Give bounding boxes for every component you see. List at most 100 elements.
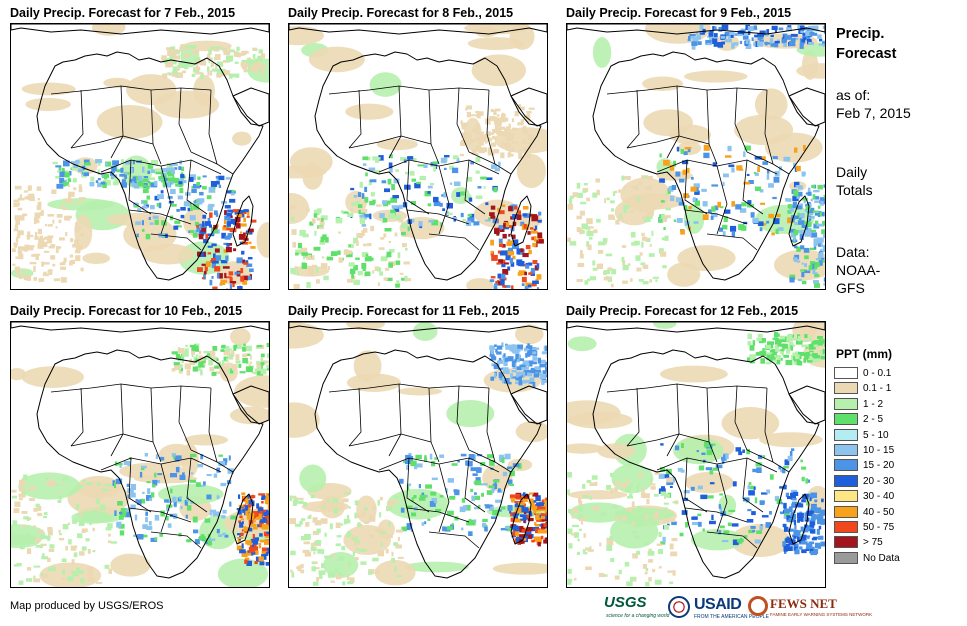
country-border (486, 387, 496, 463)
country-border (50, 383, 212, 393)
heading-line-2: Forecast (836, 46, 897, 62)
country-border (160, 463, 172, 533)
data-source: Data: NOAA- GFS (836, 243, 880, 297)
usgs-logo: USGS (604, 594, 647, 611)
legend-label: 40 - 50 (863, 506, 895, 518)
country-border (128, 457, 152, 513)
legend-label: No Data (863, 552, 900, 564)
legend-label: 2 - 5 (863, 414, 884, 426)
country-border (626, 433, 710, 447)
legend-swatch (834, 474, 858, 487)
legend-swatch (834, 443, 858, 456)
country-border (348, 135, 432, 149)
arabia-coastline (232, 87, 269, 127)
country-border (456, 385, 470, 451)
country-border (186, 457, 208, 513)
forecast-panel-feb-10: Daily Precip. Forecast for 10 Feb., 2015 (10, 302, 270, 592)
africa-map-svg (567, 322, 825, 587)
country-border (328, 383, 490, 393)
country-border (190, 449, 234, 473)
country-border (742, 159, 764, 215)
country-border (70, 433, 154, 447)
country-border (684, 457, 708, 513)
country-border (716, 463, 728, 533)
arabia-coastline (232, 385, 269, 425)
legend-item: No Data (834, 551, 964, 566)
country-border (734, 385, 748, 451)
country-border (70, 387, 84, 447)
as-of-date: as of: Feb 7, 2015 (836, 86, 911, 122)
legend-item: 0.1 - 1 (834, 381, 964, 396)
precip-map (288, 23, 548, 290)
madagascar-coastline (510, 493, 532, 545)
country-border (128, 507, 192, 523)
country-border (208, 387, 218, 463)
fewsnet-ring-icon (748, 596, 768, 616)
usaid-logo: USAID (694, 596, 742, 613)
fewsnet-tagline: FAMINE EARLY WARNING SYSTEMS NETWORK (770, 612, 873, 617)
legend-label: 10 - 15 (863, 444, 895, 456)
panel-title: Daily Precip. Forecast for 10 Feb., 2015 (10, 304, 243, 318)
precip-map (10, 23, 270, 290)
legend-item: 2 - 5 (834, 412, 964, 427)
africa-map-svg (11, 322, 269, 587)
madagascar-coastline (232, 195, 254, 247)
country-border (406, 159, 430, 215)
fewsnet-logo: FEWS NET (770, 596, 837, 611)
madagascar-coastline (788, 195, 810, 247)
forecast-panel-feb-7: Daily Precip. Forecast for 7 Feb., 2015 (10, 4, 270, 294)
legend: 0 - 0.1 0.1 - 1 1 - 2 2 - 5 5 - 10 10 - 15 15 … (834, 366, 964, 566)
panel-title: Daily Precip. Forecast for 9 Feb., 2015 (566, 6, 792, 20)
country-border (406, 457, 430, 513)
legend-swatch (834, 505, 858, 518)
arabia-coastline (510, 87, 547, 127)
country-border (706, 233, 758, 251)
country-border (150, 233, 202, 251)
legend-label: 30 - 40 (863, 491, 895, 503)
country-border (606, 383, 768, 393)
country-border (190, 151, 234, 175)
precip-map (566, 321, 826, 588)
legend-swatch (834, 397, 858, 410)
legend-item: 30 - 40 (834, 489, 964, 504)
as-of-label: as of: (836, 87, 871, 103)
country-border (208, 89, 218, 165)
europe-coastline (11, 24, 269, 35)
country-border (348, 89, 362, 149)
panel-title: Daily Precip. Forecast for 12 Feb., 2015 (566, 304, 799, 318)
data-line-1: Data: (836, 244, 870, 260)
country-border (348, 433, 432, 447)
country-border (468, 151, 512, 175)
country-border (626, 387, 640, 447)
madagascar-coastline (510, 195, 532, 247)
legend-label: 5 - 10 (863, 429, 889, 441)
usaid-seal-icon (668, 596, 690, 618)
country-border (464, 159, 486, 215)
country-border (746, 449, 790, 473)
legend-item: 20 - 30 (834, 474, 964, 489)
country-border (348, 387, 362, 447)
heading-line-1: Precip. (836, 26, 885, 42)
country-border (684, 159, 708, 215)
country-border (406, 507, 470, 523)
country-border (606, 85, 768, 95)
legend-swatch (834, 520, 858, 533)
legend-label: 0.1 - 1 (863, 383, 892, 395)
legend-item: 10 - 15 (834, 443, 964, 458)
madagascar-coastline (232, 493, 254, 545)
precip-map (566, 23, 826, 290)
country-border (160, 165, 172, 235)
partner-logos: USGS science for a changing world USAID … (604, 594, 872, 624)
legend-swatch (834, 367, 858, 379)
legend-label: 0 - 0.1 (863, 368, 892, 379)
europe-coastline (289, 322, 547, 333)
precip-map (288, 321, 548, 588)
africa-map-svg (11, 24, 269, 289)
europe-coastline (567, 322, 825, 333)
forecast-panel-feb-12: Daily Precip. Forecast for 12 Feb., 2015 (566, 302, 826, 592)
sidebar-heading: Precip. Forecast (836, 24, 896, 64)
forecast-panel-feb-8: Daily Precip. Forecast for 8 Feb., 2015 (288, 4, 548, 294)
country-border (706, 531, 758, 549)
legend-swatch (834, 459, 858, 472)
as-of-value: Feb 7, 2015 (836, 105, 911, 121)
